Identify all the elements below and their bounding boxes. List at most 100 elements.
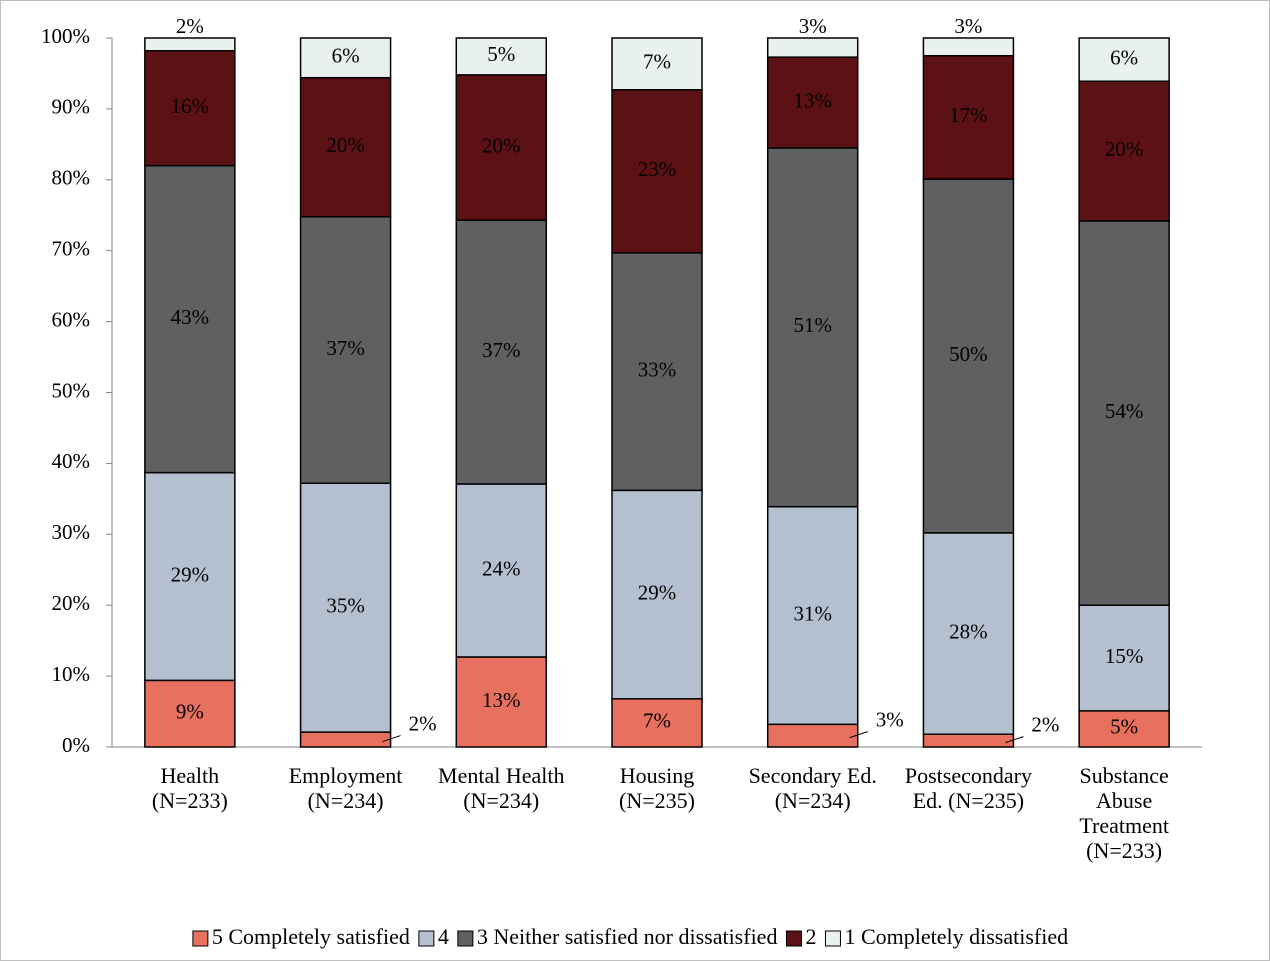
x-tick-label: (N=234) xyxy=(775,788,851,813)
legend-swatch xyxy=(785,930,802,947)
bar-segment xyxy=(144,471,236,682)
x-tick-label: Employment xyxy=(289,763,403,788)
data-label: 7% xyxy=(643,50,671,74)
bar-segment xyxy=(144,50,236,167)
bar-segment xyxy=(611,37,703,91)
data-label: 5% xyxy=(487,42,515,66)
data-label: 16% xyxy=(171,94,210,118)
data-label: 24% xyxy=(482,556,521,580)
bar-segment xyxy=(922,532,1015,735)
legend-swatch xyxy=(824,930,841,947)
x-tick-label: (N=233) xyxy=(152,788,228,813)
data-label: 20% xyxy=(326,133,365,157)
bar-segment xyxy=(299,731,392,748)
x-tick-label: Ed. (N=235) xyxy=(913,788,1024,813)
data-label: 54% xyxy=(1105,399,1144,423)
data-label: 51% xyxy=(793,313,832,337)
legend-label: 2 xyxy=(805,924,816,949)
x-tick-label: Housing xyxy=(620,763,695,788)
bar-segment xyxy=(922,37,1015,57)
x-tick-label: Postsecondary xyxy=(905,763,1032,788)
bar-segment xyxy=(766,723,859,748)
bar-segment xyxy=(144,679,236,748)
x-tick-label: Treatment xyxy=(1079,813,1169,838)
data-label: 2% xyxy=(1031,712,1059,736)
bar-segment xyxy=(611,698,703,748)
data-label: 37% xyxy=(482,338,521,362)
x-tick-label: Health xyxy=(161,763,220,788)
x-tick-label: Mental Health xyxy=(438,763,564,788)
x-tick-label: (N=234) xyxy=(308,788,384,813)
data-label: 3% xyxy=(876,707,904,731)
bar-segment xyxy=(455,219,548,485)
y-tick-label: 100% xyxy=(41,24,90,48)
data-label: 3% xyxy=(954,14,982,38)
data-label: 2% xyxy=(176,14,204,38)
bar-segment xyxy=(299,482,392,733)
y-tick-label: 60% xyxy=(52,307,91,331)
data-label: 31% xyxy=(793,601,832,625)
bar-segment xyxy=(922,733,1015,748)
y-tick-label: 70% xyxy=(52,237,91,261)
legend-swatch xyxy=(418,930,435,947)
bar-segment xyxy=(455,37,548,76)
bar-segment xyxy=(766,37,859,58)
y-tick-label: 50% xyxy=(52,378,91,402)
bar-segment xyxy=(766,56,859,149)
data-label: 13% xyxy=(482,688,521,712)
bar-segment xyxy=(1078,37,1170,82)
bar-segment xyxy=(455,656,548,748)
bar-segment xyxy=(299,215,392,485)
data-label: 20% xyxy=(1105,137,1144,161)
data-label: 50% xyxy=(949,342,988,366)
bar-segment xyxy=(144,37,236,52)
leader-line xyxy=(1005,736,1024,744)
leader-line xyxy=(382,735,401,743)
y-tick-label: 0% xyxy=(62,733,90,757)
bar-segment xyxy=(611,489,703,700)
data-label: 17% xyxy=(949,103,988,127)
x-tick-label: Substance xyxy=(1080,763,1169,788)
y-tick-label: 90% xyxy=(52,95,91,119)
data-label: 7% xyxy=(643,709,671,733)
data-label: 33% xyxy=(638,357,677,381)
legend-label: 1 Completely dissatisfied xyxy=(844,924,1068,949)
y-tick-label: 40% xyxy=(52,449,91,473)
data-label: 5% xyxy=(1110,715,1138,739)
x-tick-label: (N=235) xyxy=(619,788,695,813)
data-label: 37% xyxy=(326,336,365,360)
bar-segment xyxy=(455,74,548,221)
leader-line xyxy=(849,731,868,739)
data-label: 29% xyxy=(638,580,677,604)
data-label: 28% xyxy=(949,619,988,643)
x-tick-label: Secondary Ed. xyxy=(749,763,877,788)
x-tick-label: (N=234) xyxy=(463,788,539,813)
data-label: 6% xyxy=(332,44,360,68)
y-tick-label: 10% xyxy=(52,662,91,686)
bar-segment xyxy=(299,76,392,218)
data-label: 20% xyxy=(482,133,521,157)
x-tick-label: (N=233) xyxy=(1086,838,1162,863)
data-label: 23% xyxy=(638,157,677,181)
y-tick-label: 30% xyxy=(52,520,91,544)
bar-segment xyxy=(299,37,392,79)
legend-label: 3 Neither satisfied nor dissatisfied xyxy=(477,924,778,949)
data-label: 2% xyxy=(409,711,437,735)
data-label: 15% xyxy=(1105,644,1144,668)
bar-segment xyxy=(144,164,236,474)
bar-segment xyxy=(766,147,859,508)
y-tick-label: 20% xyxy=(52,591,91,615)
bar-segment xyxy=(1078,710,1170,748)
legend-swatch xyxy=(457,930,474,947)
x-tick-label: Abuse xyxy=(1096,788,1152,813)
bar-segment xyxy=(1078,80,1170,222)
data-label: 6% xyxy=(1110,45,1138,69)
data-label: 43% xyxy=(171,305,210,329)
data-label: 3% xyxy=(799,14,827,38)
data-label: 29% xyxy=(171,562,210,586)
bar-segment xyxy=(455,483,548,658)
data-label: 35% xyxy=(326,593,365,617)
data-label: 13% xyxy=(793,88,832,112)
legend-label: 4 xyxy=(438,924,449,949)
